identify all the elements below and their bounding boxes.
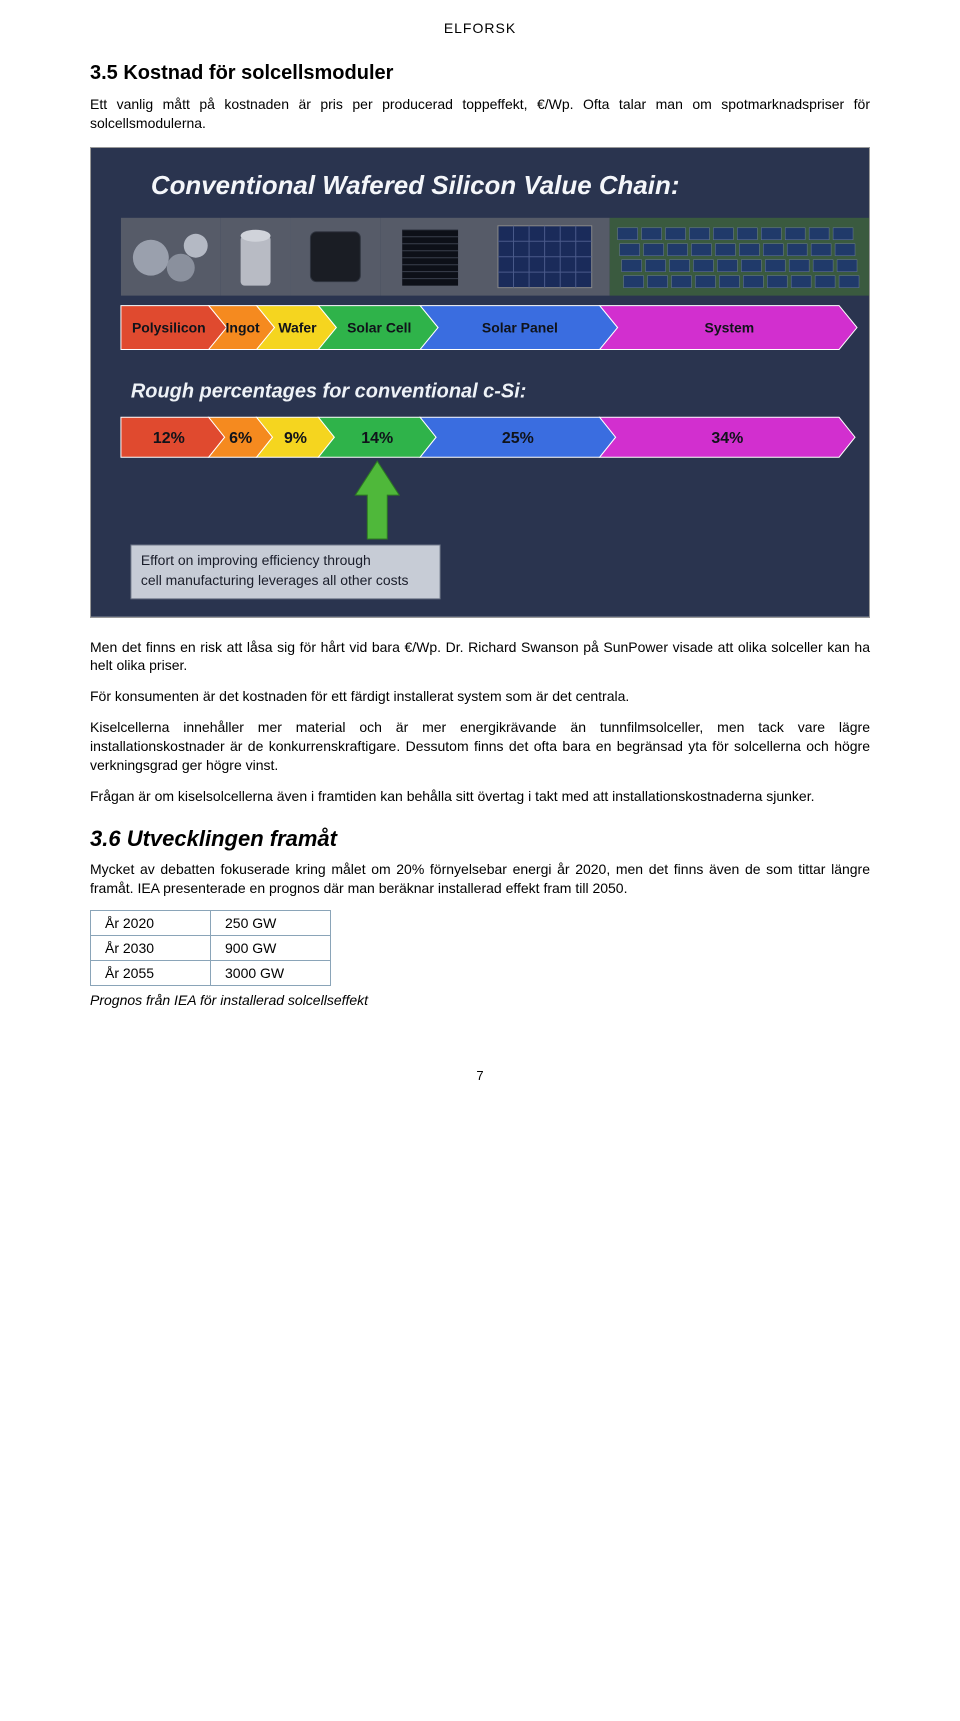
section-3-6-heading: 3.6 Utvecklingen framåt [90, 826, 870, 852]
svg-text:Wafer: Wafer [278, 319, 317, 335]
svg-text:System: System [705, 319, 755, 335]
section-3-6-para-1: Mycket av debatten fokuserade kring måle… [90, 860, 870, 898]
table-cell: 3000 GW [211, 960, 331, 985]
table-row: År 2020250 GW [91, 910, 331, 935]
section-3-5-para-5: Frågan är om kiselsolcellerna även i fra… [90, 787, 870, 806]
section-3-5-heading: 3.5 Kostnad för solcellsmoduler [90, 62, 870, 85]
iea-table-caption: Prognos från IEA för installerad solcell… [90, 992, 870, 1008]
value-chain-diagram: Conventional Wafered Silicon Value Chain… [90, 147, 870, 618]
svg-text:Solar Panel: Solar Panel [482, 319, 558, 335]
table-row: År 20553000 GW [91, 960, 331, 985]
table-cell: 250 GW [211, 910, 331, 935]
page-header-org: ELFORSK [90, 20, 870, 36]
svg-text:Effort on improving efficiency: Effort on improving efficiency through [141, 552, 371, 568]
section-3-5-para-1: Ett vanlig mått på kostnaden är pris per… [90, 95, 870, 133]
svg-text:cell manufacturing leverages a: cell manufacturing leverages all other c… [141, 572, 409, 588]
svg-text:Polysilicon: Polysilicon [132, 319, 206, 335]
svg-text:34%: 34% [711, 430, 743, 447]
svg-text:12%: 12% [153, 430, 185, 447]
svg-text:9%: 9% [284, 430, 307, 447]
svg-text:Rough percentages for conventi: Rough percentages for conventional c-Si: [131, 380, 526, 402]
svg-text:6%: 6% [229, 430, 252, 447]
section-3-5-para-2: Men det finns en risk att låsa sig för h… [90, 638, 870, 676]
table-cell: 900 GW [211, 935, 331, 960]
table-cell: År 2055 [91, 960, 211, 985]
section-3-5-para-4: Kiselcellerna innehåller mer material oc… [90, 718, 870, 775]
svg-text:Ingot: Ingot [226, 319, 260, 335]
page-number: 7 [90, 1068, 870, 1083]
table-cell: År 2020 [91, 910, 211, 935]
svg-text:Conventional Wafered Silicon V: Conventional Wafered Silicon Value Chain… [151, 172, 680, 200]
iea-prognosis-table: År 2020250 GWÅr 2030900 GWÅr 20553000 GW [90, 910, 331, 986]
svg-text:25%: 25% [502, 430, 534, 447]
table-row: År 2030900 GW [91, 935, 331, 960]
section-3-5-para-3: För konsumenten är det kostnaden för ett… [90, 687, 870, 706]
table-cell: År 2030 [91, 935, 211, 960]
svg-text:Solar Cell: Solar Cell [347, 319, 411, 335]
svg-text:14%: 14% [361, 430, 393, 447]
